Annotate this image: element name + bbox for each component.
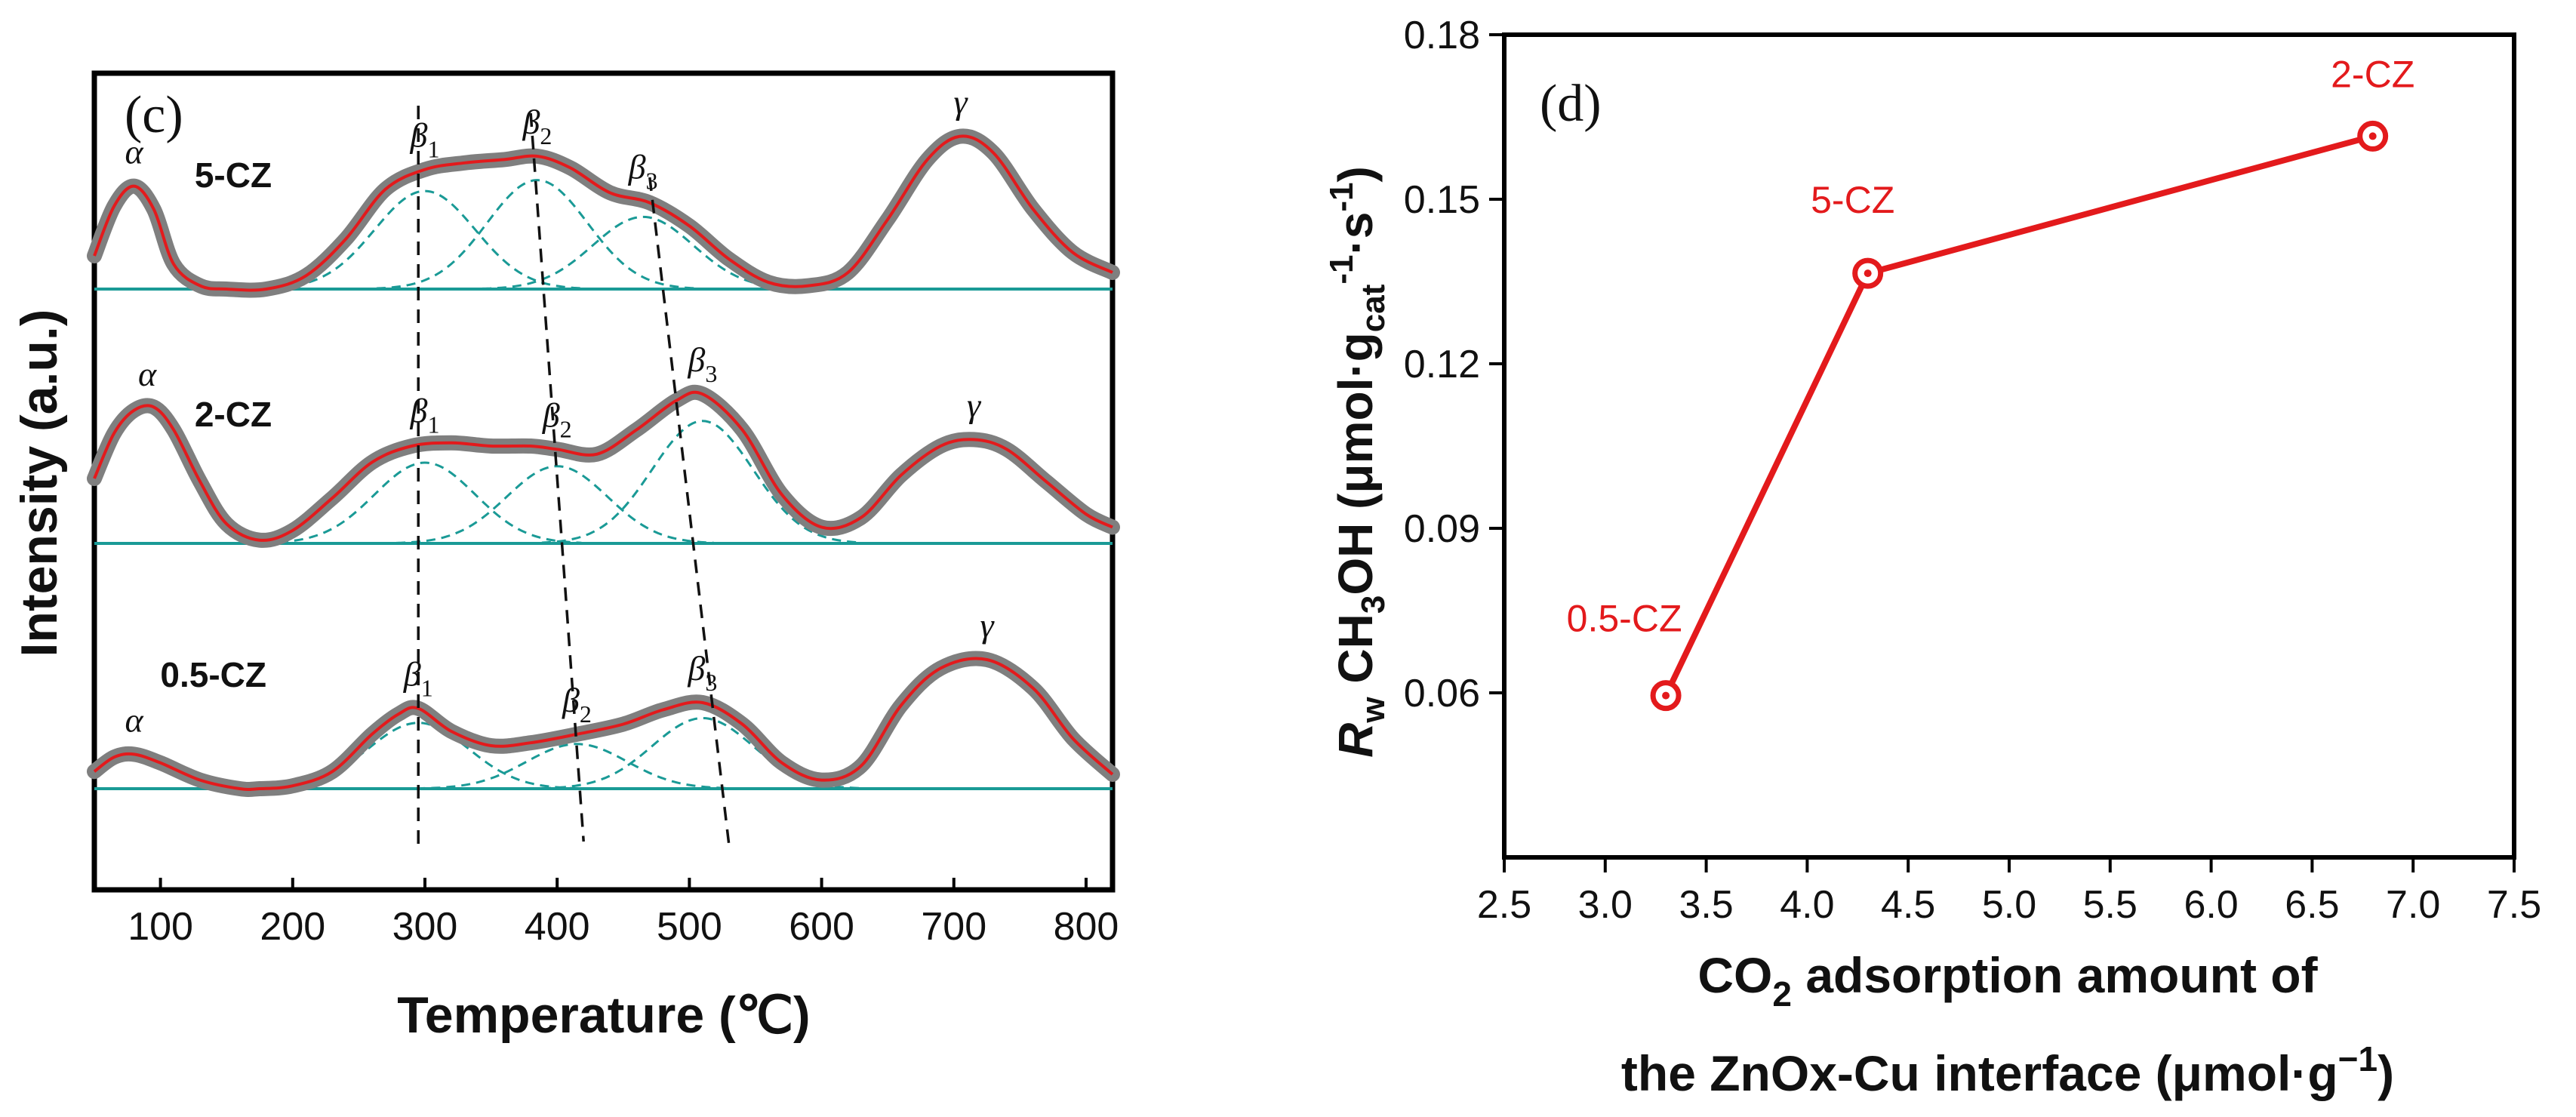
panel-d-ticks: 2.5 3.0 3.5 4.0 4.5 5.0 5.5 6.0 6.5 7.0 7.5 0.06 0.0…: [1404, 14, 2541, 927]
x-tick-label-800: 800: [1054, 905, 1119, 949]
panel-d-x-axis-title-line2: the ZnOx-Cu interface (μmol·g−1): [1621, 1039, 2394, 1101]
x-tick-label-5.0: 5.0: [1982, 883, 2036, 927]
peak-label-2-CZ-beta2: β2: [542, 395, 572, 442]
peak-label-5-CZ-alpha: α: [125, 133, 143, 171]
peak-label-5-CZ-beta2: β2: [522, 103, 552, 149]
component-peak-5-CZ-beta1: [263, 189, 582, 290]
peak-label-subscript: 1: [427, 136, 439, 163]
panel-d-plot-area: 0.5-CZ 5-CZ 2-CZ: [1567, 53, 2414, 712]
peak-label-subscript: 1: [427, 411, 439, 438]
peak-label-0.5-CZ-beta2: β2: [562, 681, 592, 728]
peak-label-2-CZ-alpha: α: [138, 355, 157, 393]
panel-c-x-axis-title: Temperature (℃): [397, 986, 810, 1044]
x-tick-label-400: 400: [525, 905, 590, 949]
peak-label-2-CZ-beta3: β3: [687, 340, 717, 387]
y-tick-label-0.06: 0.06: [1404, 672, 1480, 715]
x-tick-label-200: 200: [260, 905, 325, 949]
peak-label-0.5-CZ-beta3: β3: [687, 649, 717, 696]
fit-curve-0.5-CZ: [93, 657, 1114, 791]
peak-label-subscript: 1: [421, 675, 433, 702]
component-peak-2-CZ-beta2: [396, 465, 714, 544]
y-tick-label-0.12: 0.12: [1404, 343, 1480, 386]
peak-label-0.5-CZ-gamma: γ: [980, 606, 995, 645]
panel-d-x-axis-title-line1: CO2 adsorption amount of: [1697, 947, 2318, 1014]
component-peak-2-CZ-beta1: [263, 461, 582, 544]
data-line: [1663, 133, 2374, 697]
peak-label-subscript: 2: [540, 122, 552, 149]
peak-label-5-CZ-beta3: β3: [628, 147, 658, 194]
panel-d-label: (d): [1540, 75, 1602, 133]
component-peak-0.5-CZ-beta2: [416, 743, 734, 790]
x-tick-label-3.0: 3.0: [1578, 883, 1633, 927]
data-point-center-0.5-CZ: [1662, 691, 1670, 700]
panel-d-frame: [1502, 32, 2516, 860]
data-label-2-CZ: 2-CZ: [2331, 53, 2414, 95]
series-2-CZ: 2-CZ α γ β1 β2 β3: [87, 340, 1120, 548]
x-tick-label-7.5: 7.5: [2487, 883, 2541, 927]
x-tick-label-4.5: 4.5: [1881, 883, 1935, 927]
fit-curve-2-CZ: [93, 390, 1113, 542]
x-tick-label-600: 600: [789, 905, 854, 949]
x-tick-label-5.5: 5.5: [2083, 883, 2137, 927]
peak-label-2-CZ-gamma: γ: [967, 386, 982, 424]
data-label-0.5-CZ: 0.5-CZ: [1567, 598, 1682, 640]
sample-label-5-CZ: 5-CZ: [195, 155, 272, 195]
data-point-center-2-CZ: [2368, 132, 2377, 140]
x-tick-label-2.5: 2.5: [1477, 883, 1531, 927]
guide-line-beta3: [648, 177, 731, 846]
panel-c-x-ticks: 100 200 300 400 500 600 700 800: [128, 878, 1119, 949]
x-tick-label-300: 300: [392, 905, 458, 949]
peak-label-0.5-CZ-alpha: α: [125, 700, 143, 739]
peak-label-subscript: 2: [560, 415, 572, 442]
component-peak-5-CZ-beta3: [482, 215, 800, 290]
x-tick-label-500: 500: [657, 905, 722, 949]
sample-label-0.5-CZ: 0.5-CZ: [160, 655, 266, 694]
x-tick-label-7.0: 7.0: [2386, 883, 2440, 927]
panel-c-label: (c): [125, 86, 183, 144]
peak-label-subscript: 2: [580, 700, 592, 728]
data-label-5-CZ: 5-CZ: [1811, 179, 1894, 221]
y-tick-label-0.15: 0.15: [1404, 178, 1480, 222]
component-peak-5-CZ-beta2: [376, 179, 694, 290]
panel-d-y-axis-title: Rw CH3OH (μmol·gcat-1·s-1): [1323, 166, 1392, 758]
sample-label-2-CZ: 2-CZ: [195, 395, 272, 434]
x-tick-label-700: 700: [921, 905, 986, 949]
x-tick-label-6.0: 6.0: [2184, 883, 2238, 927]
y-tick-label-0.18: 0.18: [1404, 14, 1480, 57]
peak-label-subscript: 3: [646, 167, 658, 194]
panel-c-y-axis-title: Intensity (a.u.): [11, 309, 68, 657]
peak-label-2-CZ-beta1: β1: [410, 392, 440, 438]
component-peak-2-CZ-beta3: [541, 420, 860, 544]
peak-label-5-CZ-gamma: γ: [953, 83, 968, 122]
series-5-CZ: 5-CZ α γ β1 β2 β3: [87, 83, 1120, 298]
x-tick-label-4.0: 4.0: [1780, 883, 1834, 927]
x-tick-label-6.5: 6.5: [2285, 883, 2339, 927]
guide-line-beta2: [529, 112, 585, 842]
panel-d: 0.5-CZ 5-CZ 2-CZ 2.5 3.0 3.5 4.0 4.5 5.0 5.5 6.0 6…: [1323, 14, 2541, 1101]
data-point-center-5-CZ: [1864, 269, 1872, 278]
peak-label-subscript: 3: [705, 360, 717, 387]
y-tick-label-0.09: 0.09: [1404, 507, 1480, 551]
peak-label-subscript: 3: [705, 669, 717, 696]
peak-label-5-CZ-beta1: β1: [410, 116, 440, 163]
x-tick-label-100: 100: [128, 905, 193, 949]
x-tick-label-3.5: 3.5: [1679, 883, 1733, 927]
fit-curve-5-CZ: [93, 134, 1113, 292]
